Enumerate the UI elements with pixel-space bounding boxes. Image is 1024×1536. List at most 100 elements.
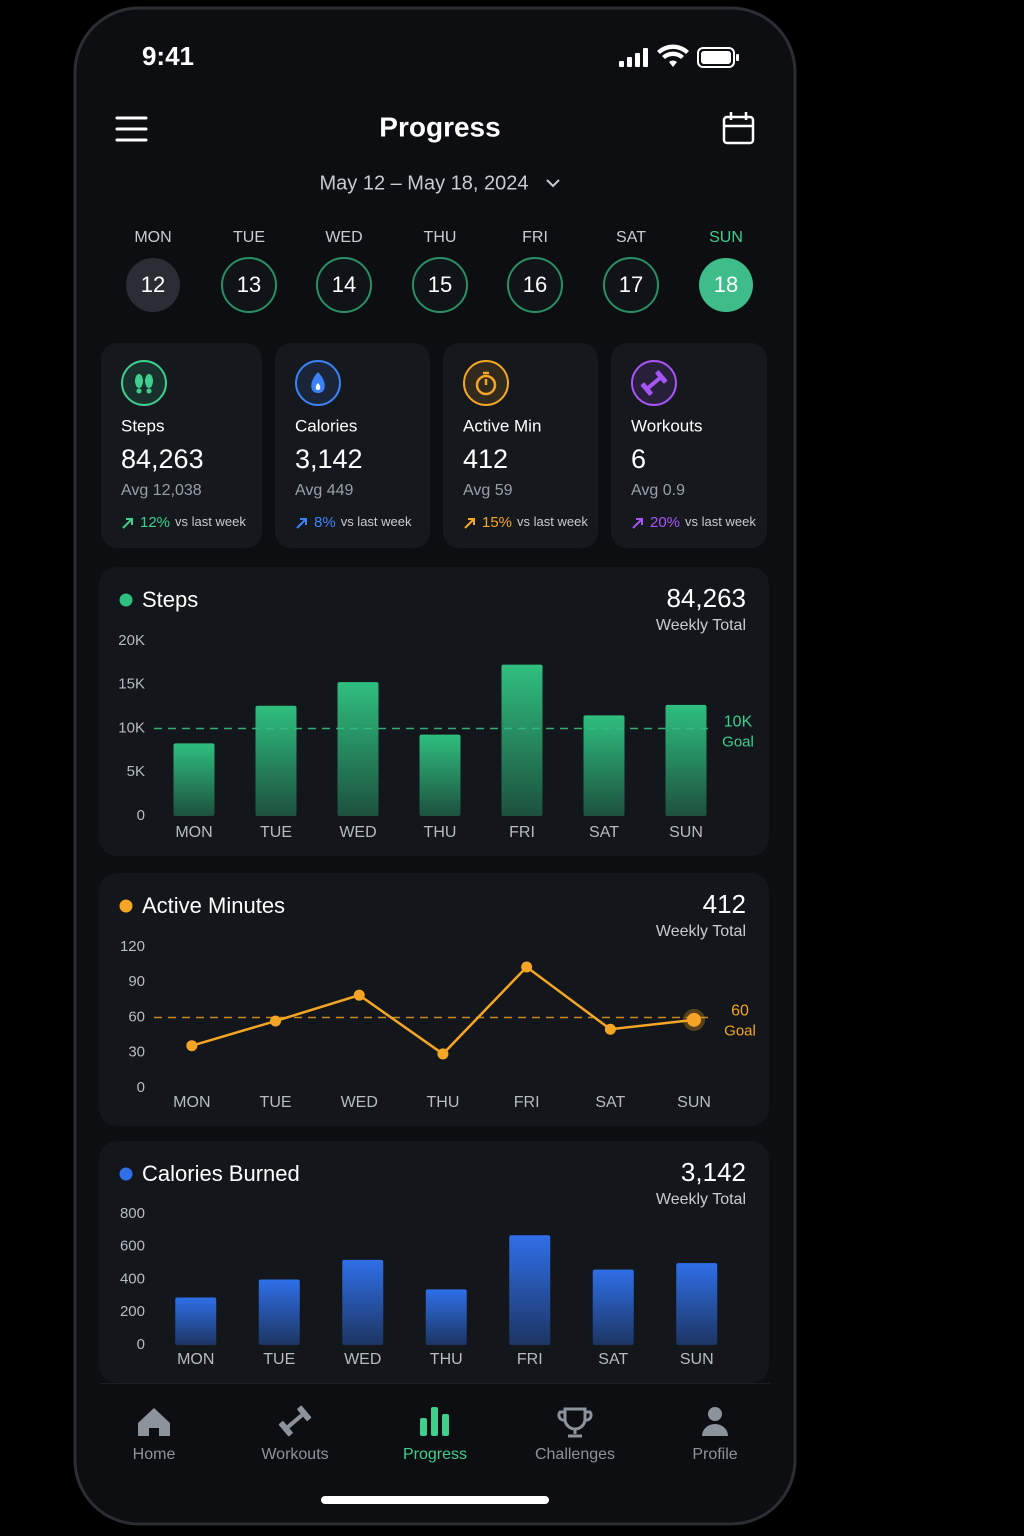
nav-label: Challenges	[535, 1446, 615, 1463]
menu-button[interactable]	[115, 116, 148, 142]
nav-tab[interactable]: Home	[133, 1408, 176, 1463]
calendar-button[interactable]	[722, 112, 755, 145]
bar	[255, 705, 297, 816]
bar	[665, 704, 707, 816]
stat-label: Calories	[295, 416, 357, 435]
day-circle	[507, 257, 563, 313]
bar	[337, 682, 379, 816]
stat-card[interactable]: Steps 84,263 Avg 12,038 12% vs last week	[101, 343, 262, 548]
x-tick-label: FRI	[517, 1351, 543, 1368]
change-percent: 15%	[482, 514, 512, 531]
goal-value: 60	[731, 1003, 749, 1020]
chart-total-label: Weekly Total	[656, 617, 746, 634]
stat-avg: Avg 0.9	[631, 482, 685, 499]
y-tick-label: 30	[128, 1044, 145, 1061]
x-tick-label: FRI	[514, 1094, 540, 1111]
nav-icon	[420, 1407, 449, 1436]
day-circle	[412, 257, 468, 313]
y-tick-label: 600	[120, 1238, 145, 1255]
day-item[interactable]: SAT 17	[603, 229, 659, 313]
nav-tab[interactable]: Workouts	[261, 1405, 329, 1463]
y-tick-label: 200	[120, 1303, 145, 1320]
nav-label: Home	[133, 1446, 176, 1463]
day-item[interactable]: WED 14	[316, 229, 372, 313]
stat-card[interactable]: Workouts 6 Avg 0.9 20% vs last week	[611, 343, 767, 548]
nav-tab[interactable]: Profile	[692, 1407, 738, 1463]
y-tick-label: 5K	[127, 763, 145, 780]
stat-card[interactable]: Calories 3,142 Avg 449 8% vs last week	[275, 343, 430, 548]
day-item[interactable]: TUE 13	[221, 229, 277, 313]
day-item[interactable]: SUN 18	[699, 229, 753, 312]
day-item[interactable]: MON 12	[126, 229, 180, 312]
stat-change: 20% vs last week	[650, 514, 756, 531]
nav-icon	[278, 1405, 312, 1437]
goal-text: Goal	[724, 1022, 756, 1039]
date-range: May 12 – May 18, 2024	[319, 172, 528, 194]
goal-value: 10K	[724, 714, 753, 731]
stat-value: 84,263	[121, 444, 204, 474]
point	[186, 1040, 198, 1052]
day-item[interactable]: FRI 16	[507, 229, 563, 313]
y-tick-label: 0	[137, 807, 145, 824]
day-item[interactable]: THU 15	[412, 229, 468, 313]
bar	[342, 1259, 384, 1345]
y-tick-label: 400	[120, 1270, 145, 1287]
bar	[173, 743, 215, 816]
card-bg	[101, 343, 262, 548]
day-name: TUE	[233, 229, 265, 246]
nav-divider	[100, 1383, 770, 1384]
day-circle	[316, 257, 372, 313]
y-tick-label: 800	[120, 1205, 145, 1222]
stat-icon	[640, 370, 668, 396]
stat-change: 15% vs last week	[482, 514, 588, 531]
day-circle	[699, 258, 753, 312]
date-range-picker[interactable]: May 12 – May 18, 2024	[319, 172, 560, 194]
legend-dot	[119, 899, 133, 913]
x-tick-label: SUN	[669, 824, 703, 841]
x-tick-label: MON	[175, 824, 212, 841]
stat-change: 12% vs last week	[140, 514, 246, 531]
stat-card[interactable]: Active Min 412 Avg 59 15% vs last week	[443, 343, 598, 548]
x-tick-label: SAT	[595, 1094, 625, 1111]
stat-avg: Avg 449	[295, 482, 354, 499]
bar	[425, 1289, 467, 1345]
y-tick-label: 0	[137, 1079, 145, 1096]
bar	[592, 1269, 634, 1345]
trend-arrow	[464, 518, 475, 529]
stat-value: 412	[463, 444, 508, 474]
change-percent: 20%	[650, 514, 680, 531]
stat-value: 6	[631, 444, 646, 474]
nav-label: Workouts	[261, 1446, 328, 1463]
point	[270, 1015, 282, 1027]
day-circle	[603, 257, 659, 313]
stat-icon	[311, 372, 325, 393]
stat-label: Steps	[121, 416, 164, 435]
nav-tab[interactable]: Progress	[403, 1407, 467, 1463]
point	[353, 989, 365, 1001]
stat-avg: Avg 59	[463, 482, 513, 499]
bar	[583, 715, 625, 816]
y-tick-label: 0	[137, 1336, 145, 1353]
stat-icon-ring	[121, 360, 167, 406]
trend-arrow	[122, 518, 133, 529]
bar	[676, 1263, 718, 1345]
day-date: 12	[141, 272, 165, 297]
nav-tab[interactable]: Challenges	[535, 1407, 615, 1463]
day-name: THU	[424, 229, 457, 246]
x-tick-label: FRI	[509, 824, 535, 841]
x-tick-label: WED	[344, 1351, 381, 1368]
point	[521, 961, 533, 973]
x-tick-label: THU	[424, 824, 457, 841]
goal-text: Goal	[722, 733, 754, 750]
chart-total: 412	[703, 889, 746, 919]
day-circle	[126, 258, 180, 312]
chart-title: Active Minutes	[142, 893, 285, 918]
day-name: SUN	[709, 229, 743, 246]
day-name: WED	[325, 229, 362, 246]
bar	[501, 664, 543, 816]
chart-panel: Steps 84,263 Weekly Total 0 5K 10K 15K 20K 10K Go…	[99, 567, 769, 856]
chart-title: Calories Burned	[142, 1161, 300, 1186]
page-title: Progress	[379, 111, 500, 142]
nav-label: Progress	[403, 1446, 467, 1463]
day-name: FRI	[522, 229, 548, 246]
